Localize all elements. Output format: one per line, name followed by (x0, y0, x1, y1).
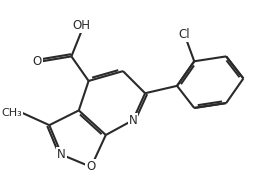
Text: OH: OH (72, 19, 90, 32)
Text: O: O (86, 160, 96, 174)
Text: N: N (128, 114, 137, 127)
Text: N: N (57, 148, 66, 161)
Text: Cl: Cl (179, 28, 190, 41)
Text: CH₃: CH₃ (2, 108, 22, 118)
Text: O: O (33, 55, 42, 68)
